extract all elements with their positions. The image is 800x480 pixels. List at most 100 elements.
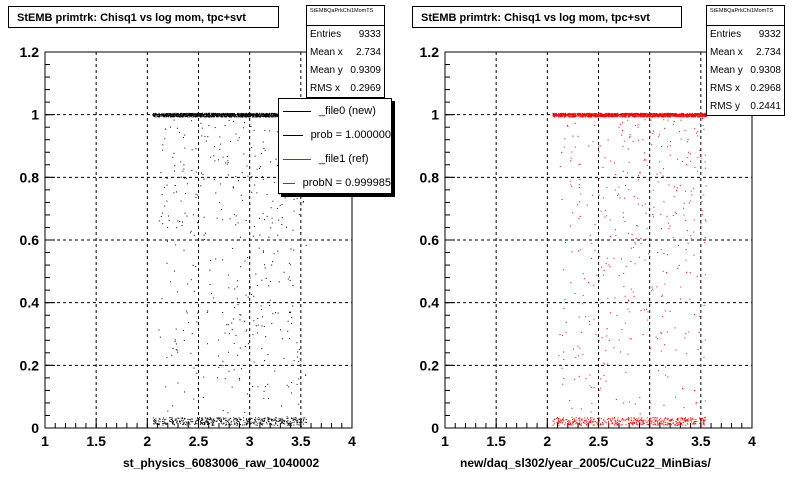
left-band-point [205, 113, 207, 115]
left-low-point [217, 417, 219, 419]
left-low-point [260, 422, 262, 424]
right-band-point [659, 112, 661, 114]
left-band-point [214, 114, 216, 116]
left-band-point [196, 115, 198, 117]
left-scatter-point [258, 247, 260, 249]
left-band-point [211, 112, 213, 114]
left-scatter-point [214, 160, 216, 162]
left-scatter-point [175, 343, 177, 345]
right-band-point [660, 116, 662, 118]
right-band-point [591, 112, 593, 114]
left-low-point [179, 421, 181, 423]
left-band-point [177, 116, 179, 118]
right-low-point [639, 420, 641, 422]
left-low-point [175, 418, 177, 420]
right-scatter-point [644, 119, 646, 121]
right-band-point [696, 114, 698, 116]
right-band-point [703, 113, 705, 115]
right-scatter-point [669, 145, 671, 147]
left-band-point [272, 115, 274, 117]
right-low-point [693, 421, 695, 423]
right-scatter-point [656, 424, 658, 426]
left-band-point [176, 116, 178, 118]
left-scatter-point [291, 317, 293, 319]
left-low-point [159, 418, 161, 420]
right-scatter-point [593, 319, 595, 321]
left-low-point [293, 421, 295, 423]
left-scatter-point [192, 214, 194, 216]
right-low-point [637, 420, 639, 422]
left-low-point [199, 423, 201, 425]
left-scatter-point [160, 216, 162, 218]
right-band-point [590, 116, 592, 118]
right-scatter-point [662, 270, 664, 272]
right-scatter-point [665, 302, 667, 304]
right-band-point [633, 112, 635, 114]
right-band-point [664, 115, 666, 117]
right-low-point [584, 419, 586, 421]
right-band-point [552, 115, 554, 117]
right-low-point [655, 420, 657, 422]
right-band-point [640, 113, 642, 115]
left-band-point [161, 114, 163, 116]
right-band-point [656, 113, 658, 115]
right-low-point [691, 421, 693, 423]
right-scatter-point [663, 201, 665, 203]
left-band-point [152, 113, 154, 115]
left-band-point [189, 113, 191, 115]
right-low-point [652, 424, 654, 426]
left-stats-mean-x: Mean x 2.734 [310, 47, 381, 58]
right-band-point [652, 115, 654, 117]
right-scatter-point [561, 335, 563, 337]
right-scatter-point [577, 345, 579, 347]
left-scatter-point [226, 155, 228, 157]
right-low-point [614, 422, 616, 424]
left-scatter-point [175, 349, 177, 351]
left-low-point [189, 423, 191, 425]
left-band-point [233, 116, 235, 118]
right-band-point [617, 113, 619, 115]
right-band-point [617, 115, 619, 117]
right-band-point [640, 112, 642, 114]
right-scatter-point [697, 170, 699, 172]
left-scatter-point [237, 354, 239, 356]
left-scatter-point [227, 324, 229, 326]
right-band-point [686, 113, 688, 115]
right-band-point [559, 113, 561, 115]
left-band-point [189, 114, 191, 116]
right-scatter-point [693, 219, 695, 221]
right-low-point [667, 417, 669, 419]
right-band-point [565, 114, 567, 116]
right-low-point [703, 422, 705, 424]
right-scatter-point [656, 286, 658, 288]
left-scatter-point [164, 138, 166, 140]
right-band-point [628, 113, 630, 115]
right-band-point [590, 116, 592, 118]
right-band-point [629, 115, 631, 117]
left-low-point [162, 422, 164, 424]
right-scatter-point [613, 162, 615, 164]
left-low-point [247, 421, 249, 423]
left-scatter-point [258, 217, 260, 219]
right-low-point [703, 420, 705, 422]
right-band-point [625, 112, 627, 114]
left-band-point [168, 116, 170, 118]
left-band-point [205, 116, 207, 118]
left-scatter-point [251, 147, 253, 149]
right-low-point [593, 424, 595, 426]
right-band-point [692, 114, 694, 116]
right-scatter-point [669, 154, 671, 156]
right-band-point [597, 112, 599, 114]
right-low-point [589, 420, 591, 422]
left-low-point [201, 422, 203, 424]
right-low-point [703, 419, 705, 421]
right-band-point [677, 114, 679, 116]
left-low-point [182, 421, 184, 423]
right-band-point [625, 114, 627, 116]
right-low-point [658, 419, 660, 421]
left-low-point [226, 423, 228, 425]
right-band-point [554, 115, 556, 117]
right-band-point [559, 116, 561, 118]
right-scatter-point [689, 153, 691, 155]
left-low-point [190, 418, 192, 420]
